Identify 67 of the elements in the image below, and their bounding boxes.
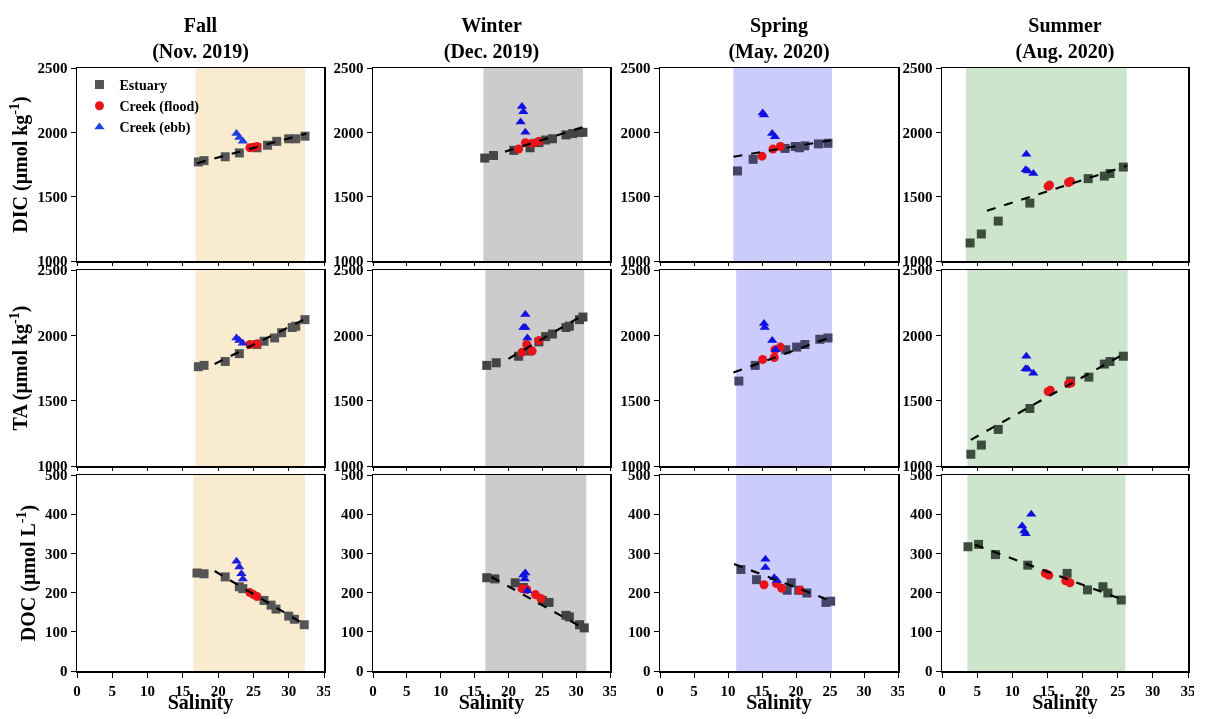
x-tick-label: 5 [690, 682, 698, 699]
x-tick-label: 10 [433, 682, 449, 699]
y-tick-label: 400 [628, 506, 651, 523]
y-tick-label: 1500 [620, 188, 651, 205]
x-tick-label: 10 [140, 682, 156, 699]
y-tick-label: 2000 [902, 124, 933, 141]
y-tick-label: 300 [628, 545, 651, 562]
x-tick-label: 25 [245, 682, 261, 699]
y-tick-label: 300 [341, 545, 364, 562]
y-tick-label: 200 [45, 584, 68, 601]
x-tick-label: 10 [720, 682, 736, 699]
y-tick-label: 2000 [333, 327, 364, 344]
y-tick-label: 1500 [37, 392, 68, 409]
y-tick-label: 2500 [37, 60, 68, 77]
y-tick-label: 1500 [902, 188, 933, 205]
y-tick-label: 1500 [333, 188, 364, 205]
y-tick-label: 2000 [37, 327, 68, 344]
y-tick-label: 400 [45, 506, 68, 523]
x-tick-label: 10 [1004, 682, 1020, 699]
y-tick-label: 200 [341, 584, 364, 601]
y-tick-label: 2500 [620, 60, 651, 77]
x-tick-label: 0 [369, 682, 377, 699]
x-tick-label: 25 [822, 682, 838, 699]
chart-title: Summer (Aug. 2020) [1015, 14, 1115, 63]
y-tick-label: 2500 [902, 60, 933, 77]
x-tick-label: 5 [973, 682, 981, 699]
x-tick-label: 5 [403, 682, 411, 699]
y-tick-label: 100 [628, 624, 651, 641]
y-tick-label: 100 [910, 624, 933, 641]
x-tick-label: 0 [938, 682, 946, 699]
y-tick-label: 2000 [902, 327, 933, 344]
y-tick-label: 2000 [333, 124, 364, 141]
y-tick-label: 2000 [37, 124, 68, 141]
y-tick-label: 0 [60, 663, 68, 680]
y-tick-label: 0 [643, 663, 651, 680]
y-tick-label: 0 [925, 663, 933, 680]
y-tick-label: 1500 [37, 188, 68, 205]
y-tick-label: 100 [45, 624, 68, 641]
y-tick-label: 2000 [620, 124, 651, 141]
chart-title: Spring (May. 2020) [728, 14, 830, 63]
chart-title: Fall (Nov. 2019) [152, 14, 249, 63]
y-tick-label: 200 [910, 584, 933, 601]
y-tick-label: 100 [341, 624, 364, 641]
y-tick-label: 1500 [620, 392, 651, 409]
x-tick-label: 30 [281, 682, 297, 699]
x-tick-label: 0 [656, 682, 664, 699]
y-tick-label: 2000 [620, 327, 651, 344]
legend-label: Creek (flood) [119, 99, 200, 116]
legend-label: Estuary [119, 78, 167, 94]
x-tick-label: 0 [73, 682, 81, 699]
y-tick-label: 300 [45, 545, 68, 562]
x-tick-label: 25 [1110, 682, 1126, 699]
x-tick-label: 30 [568, 682, 584, 699]
y-tick-label: 200 [628, 584, 651, 601]
x-tick-label: 30 [1145, 682, 1161, 699]
y-tick-label: 400 [910, 506, 933, 523]
y-tick-label: 2500 [333, 60, 364, 77]
y-tick-label: 1500 [902, 392, 933, 409]
y-tick-label: 400 [341, 506, 364, 523]
legend-label: Creek (ebb) [119, 120, 191, 137]
y-tick-label: 300 [910, 545, 933, 562]
x-tick-label: 25 [534, 682, 550, 699]
chart-title: Winter (Dec. 2019) [443, 14, 540, 63]
x-tick-label: 5 [108, 682, 117, 699]
y-tick-label: 1500 [333, 392, 364, 409]
x-tick-label: 30 [856, 682, 872, 699]
y-tick-label: 0 [356, 663, 364, 680]
